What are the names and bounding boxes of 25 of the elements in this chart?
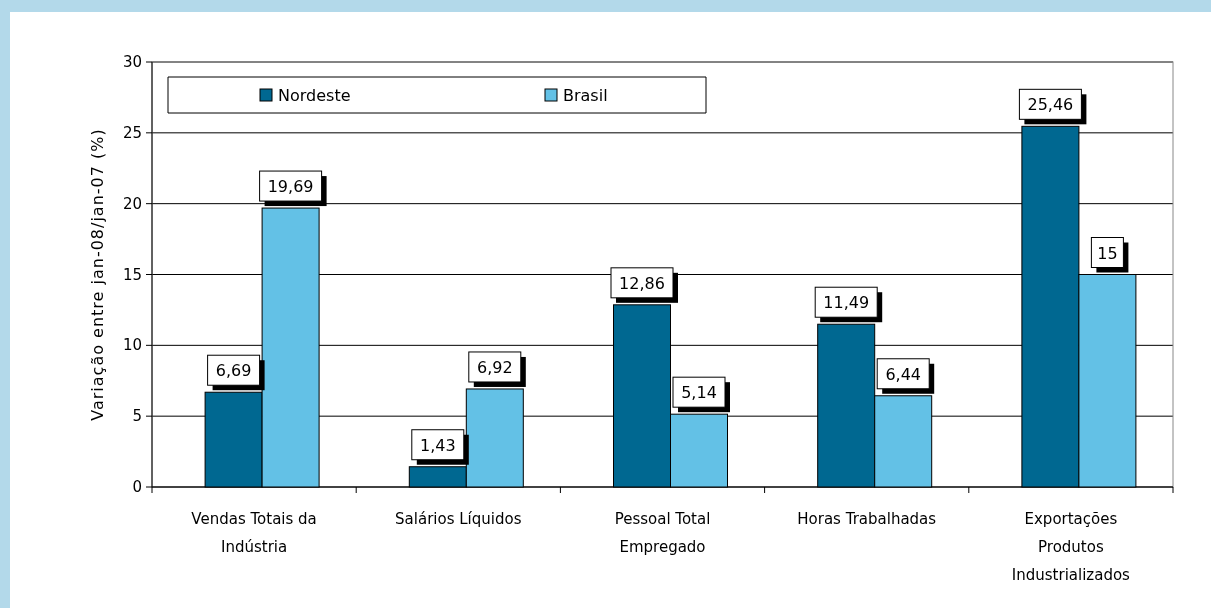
x-tick-label: Pessoal Total Empregado xyxy=(614,510,711,556)
y-tick-label: 20 xyxy=(122,194,142,213)
data-label: 12,86 xyxy=(619,273,665,293)
data-label: 5,14 xyxy=(681,383,717,403)
data-label: 1,43 xyxy=(419,435,456,455)
x-tick-label: Salários Líquidos xyxy=(395,510,522,528)
data-label: 15 xyxy=(1097,243,1118,263)
legend-label: Nordeste xyxy=(278,86,351,105)
legend-label: Brasil xyxy=(563,86,608,105)
data-label: 6,69 xyxy=(215,361,252,381)
data-label: 25,46 xyxy=(1027,95,1074,115)
y-tick-label: 5 xyxy=(132,407,142,426)
y-axis-title: Variação entre jan-08/jan-07 (%) xyxy=(88,128,107,421)
y-tick-label: 30 xyxy=(122,53,142,71)
data-label: 6,44 xyxy=(885,364,922,384)
y-tick-label: 25 xyxy=(122,123,142,142)
data-label: 19,69 xyxy=(267,177,314,197)
data-label: 6,92 xyxy=(476,357,513,377)
data-label: 11,49 xyxy=(823,293,870,313)
x-tick-label: Vendas Totais da Indústria xyxy=(191,510,317,556)
y-tick-label: 0 xyxy=(132,478,142,496)
x-tick-label: Horas Trabalhadas xyxy=(797,510,937,528)
y-tick-label: 10 xyxy=(122,336,142,355)
y-tick-label: 15 xyxy=(122,265,142,284)
x-tick-label: Exportações Produtos Industrializados xyxy=(1011,510,1131,584)
